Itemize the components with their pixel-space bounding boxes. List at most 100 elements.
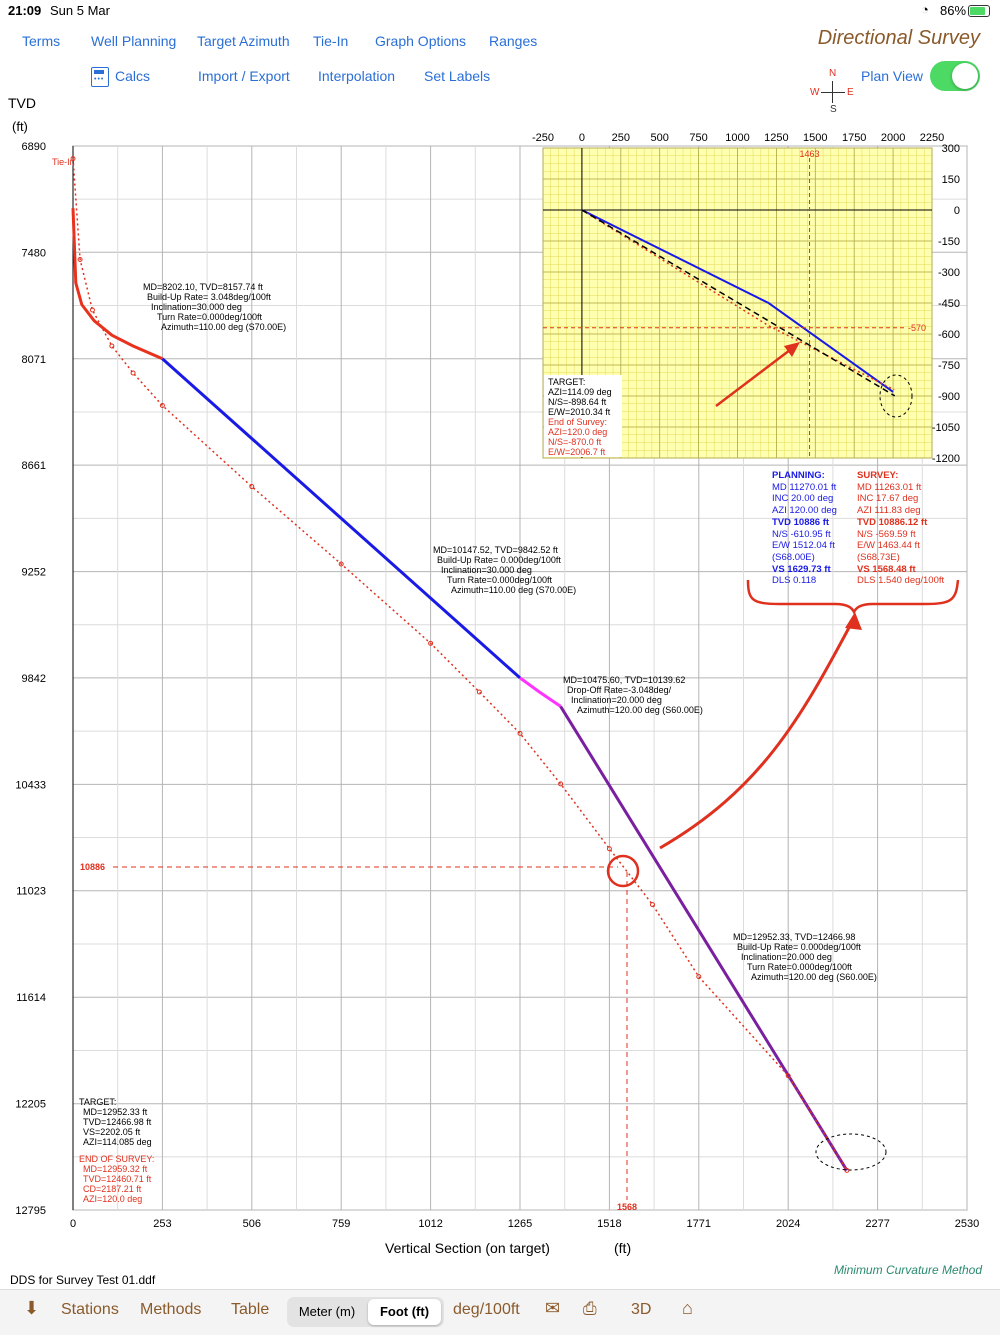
annotation-line: TVD=12466.98 ft xyxy=(83,1117,152,1127)
survey-station-point xyxy=(517,730,523,736)
summary-line: VS 1568.48 ft xyxy=(857,563,916,575)
meter-button[interactable]: Meter (m) xyxy=(298,1304,356,1319)
bottom-toolbar xyxy=(0,1289,1000,1335)
y-tick-label: 8661 xyxy=(22,460,46,472)
series-line-1 xyxy=(161,357,521,680)
summary-line: DLS 0.118 xyxy=(772,575,817,587)
y-tick-label: 7480 xyxy=(22,247,46,259)
survey-station-point xyxy=(428,640,434,646)
survey-station-point xyxy=(130,370,136,376)
plan-y-tick-label: 300 xyxy=(942,143,960,155)
summary-line: TVD 10886 ft xyxy=(772,516,830,528)
mail-icon[interactable]: ✉ xyxy=(545,1298,561,1318)
compass-icon: N W E S xyxy=(810,68,856,116)
plan-x-tick-label: 1750 xyxy=(842,132,866,144)
foot-button[interactable]: Foot (ft) xyxy=(368,1299,441,1325)
plan-y-tick-label: 0 xyxy=(954,205,960,217)
plan-y-tick-label: -150 xyxy=(938,236,960,248)
annotation-line: MD=10475.60, TVD=10139.62 xyxy=(563,675,685,685)
menu-set-labels[interactable]: Set Labels xyxy=(424,68,491,84)
survey-station-point xyxy=(70,156,76,162)
menu-calcs[interactable]: Calcs xyxy=(115,68,151,84)
menu-interpolation[interactable]: Interpolation xyxy=(318,68,396,84)
menu-target-azimuth[interactable]: Target Azimuth xyxy=(197,33,290,49)
annotation-line: Azimuth=110.00 deg (S70.00E) xyxy=(161,322,286,332)
plan-y-tick-label: -450 xyxy=(938,298,960,310)
plan-y-tick-label: -900 xyxy=(938,391,960,403)
menu-ranges[interactable]: Ranges xyxy=(489,33,538,49)
plan-y-tick-label: -1050 xyxy=(932,422,960,434)
annotation-line: Inclination=20.000 deg xyxy=(741,952,832,962)
plan-callout-arrowhead xyxy=(784,342,800,357)
app-title: Directional Survey xyxy=(817,27,980,49)
y-tick-label: 12205 xyxy=(15,1099,46,1111)
battery-percent: 86% xyxy=(940,3,967,18)
plan-annotation-line: AZI=120.0 deg xyxy=(548,427,607,437)
summary-line: N/S -610.95 ft xyxy=(772,528,831,540)
plan-annotation-line: E/W=2010.34 ft xyxy=(548,407,611,417)
summary-line: AZI 111.83 deg xyxy=(857,505,921,517)
home-icon[interactable]: ⌂ xyxy=(682,1298,693,1318)
survey-summary: SURVEY: MD 11263.01 ft INC 17.67 deg AZI 1… xyxy=(857,470,944,587)
menu-graph-options[interactable]: Graph Options xyxy=(375,33,467,49)
plan-annotation-line: AZI=114.09 deg xyxy=(548,387,612,397)
summary-line: MD 11263.01 ft xyxy=(857,481,922,493)
methods-button[interactable]: Methods xyxy=(140,1301,202,1318)
summary-brace xyxy=(746,579,960,615)
survey-station-point xyxy=(89,307,95,313)
survey-station-point xyxy=(249,484,255,490)
annotation-line: VS=2202.05 ft xyxy=(83,1127,141,1137)
print-icon[interactable]: ⎙ xyxy=(583,1299,597,1318)
summary-line: INC 17.67 deg xyxy=(857,493,919,505)
annotation-line: Drop-Off Rate=-3.048deg/ xyxy=(567,685,672,695)
status-bar: 21:09 Sun 5 Mar ◔ 86% xyxy=(0,0,1000,22)
3d-button[interactable]: 3D xyxy=(631,1301,652,1318)
survey-station-point xyxy=(785,1073,791,1079)
file-name: DDS for Survey Test 01.ddf xyxy=(10,1273,156,1287)
end-of-survey-ellipse xyxy=(815,1133,887,1171)
annotation-line: Turn Rate=0.000deg/100ft xyxy=(447,575,552,585)
x-tick-label: 2530 xyxy=(955,1218,979,1230)
plan-y-tick-label: -750 xyxy=(938,360,960,372)
plan-view-chart: -250 0 250 500 750 1000 1250 1500 1750 2000 225030… xyxy=(532,132,960,465)
annotation-line: Build-Up Rate= 3.048deg/100ft xyxy=(147,292,271,302)
plan-y-tick-label: 150 xyxy=(942,174,960,186)
annotation-line: Build-Up Rate= 0.000deg/100ft xyxy=(437,555,561,565)
plan-x-tick-label: 1250 xyxy=(764,132,788,144)
dls-unit-button[interactable]: deg/100ft xyxy=(453,1301,520,1318)
annotation-line: Inclination=30.000 deg xyxy=(441,565,532,575)
plan-annotation-line: E/W=2006.7 ft xyxy=(548,447,606,457)
x-tick-label: 1518 xyxy=(597,1218,621,1230)
summary-line: E/W 1512.04 ft xyxy=(772,540,835,552)
menu-well-planning[interactable]: Well Planning xyxy=(91,33,177,49)
summary-line: INC 20.00 deg xyxy=(772,493,834,505)
compass-north: N xyxy=(829,68,837,79)
annotation-line: Azimuth=120.00 deg (S60.00E) xyxy=(751,972,877,982)
plan-annotation-line: N/S=-870.0 ft xyxy=(548,437,602,447)
vs-marker-label: 1568 xyxy=(617,1202,637,1212)
export-icon[interactable]: ⬇ xyxy=(24,1298,40,1318)
y-tick-label: 11614 xyxy=(16,992,46,1004)
stations-button[interactable]: Stations xyxy=(61,1301,119,1318)
x-tick-label: 253 xyxy=(153,1218,171,1230)
menu-terms[interactable]: Terms xyxy=(22,33,61,49)
survey-title: SURVEY: xyxy=(857,470,899,481)
plan-end-ellipse xyxy=(879,374,913,418)
table-button[interactable]: Table xyxy=(231,1301,270,1318)
plan-annotation-line: TARGET: xyxy=(548,377,585,387)
x-tick-label: 2024 xyxy=(776,1218,800,1230)
y-tick-label: 9252 xyxy=(22,567,46,579)
menu-import-export[interactable]: Import / Export xyxy=(198,68,290,84)
series-line-4 xyxy=(72,158,848,1171)
annotation-line: MD=12952.33, TVD=12466.98 xyxy=(733,932,855,942)
plan-x-tick-label: 1500 xyxy=(803,132,827,144)
calculator-icon[interactable]: ••• xyxy=(91,67,109,87)
plan-view-toggle[interactable] xyxy=(930,61,980,91)
y-tick-label: 9842 xyxy=(22,673,46,685)
annotation-line: CD=2187.21 ft xyxy=(83,1184,142,1194)
compass-east: E xyxy=(847,87,854,98)
survey-station-point xyxy=(77,257,83,263)
menu-tie-in[interactable]: Tie-In xyxy=(313,33,349,49)
compass-south: S xyxy=(830,104,837,115)
summary-line: E/W 1463.44 ft xyxy=(857,540,920,552)
